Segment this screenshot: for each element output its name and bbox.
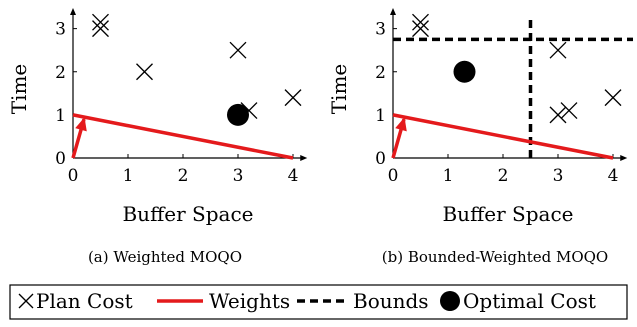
caption-weighted-moqo: (a) Weighted MOQO bbox=[88, 248, 242, 266]
y-axis-label: Time bbox=[327, 64, 351, 115]
weights-vector-arrowhead bbox=[395, 117, 407, 132]
y-tick-label: 1 bbox=[55, 106, 66, 126]
chart-bounded-weighted-moqo: 0 1 2 3 4 0 1 2 3 Buffer Space Time bbox=[327, 8, 633, 226]
plan-cost-point bbox=[604, 89, 622, 107]
weights-line bbox=[72, 113, 294, 160]
optimal-cost-point bbox=[453, 60, 476, 83]
plan-cost-point bbox=[560, 102, 578, 120]
x-tick-label: 2 bbox=[498, 166, 509, 186]
plan-cost-point bbox=[549, 106, 567, 124]
y-tick-label: 3 bbox=[55, 20, 66, 40]
x-axis-label: Buffer Space bbox=[442, 202, 573, 226]
chart-weighted-moqo: 0 1 2 3 4 0 1 2 3 Buffer Space Time bbox=[7, 8, 308, 226]
plan-cost-point bbox=[549, 41, 567, 59]
x-tick-label: 1 bbox=[443, 166, 454, 186]
plan-cost-stroke bbox=[229, 41, 247, 59]
plan-cost-stroke bbox=[136, 63, 153, 81]
x-tick-label: 1 bbox=[123, 166, 134, 186]
legend-optimal-cost-marker bbox=[440, 291, 460, 311]
y-tick-label: 1 bbox=[375, 106, 386, 126]
x-tick-label: 3 bbox=[233, 166, 244, 186]
y-axis-label: Time bbox=[7, 64, 31, 115]
y-tick-label: 2 bbox=[375, 63, 386, 83]
x-tick-label: 4 bbox=[288, 166, 299, 186]
x-tick-label: 4 bbox=[608, 166, 619, 186]
plan-cost-point bbox=[229, 41, 247, 59]
plan-cost-point bbox=[136, 63, 153, 81]
legend-weights-label: Weights bbox=[209, 289, 290, 313]
plan-cost-stroke bbox=[549, 106, 567, 124]
y-axis-arrow bbox=[70, 8, 76, 15]
weights-vector-arrowhead bbox=[75, 117, 87, 132]
optimal-cost-point bbox=[227, 103, 249, 126]
y-axis-arrow bbox=[390, 8, 396, 15]
legend-plan-cost-label: Plan Cost bbox=[36, 289, 133, 313]
caption-bounded-weighted-moqo: (b) Bounded-Weighted MOQO bbox=[382, 248, 608, 266]
plan-cost-stroke bbox=[604, 89, 622, 107]
plan-cost-stroke bbox=[92, 20, 109, 38]
legend-bounds-label: Bounds bbox=[353, 289, 429, 313]
x-axis-arrow bbox=[620, 155, 628, 161]
x-tick-label: 0 bbox=[68, 166, 79, 186]
plan-cost-stroke bbox=[560, 102, 578, 120]
plan-cost-stroke bbox=[284, 89, 302, 107]
y-tick-label: 2 bbox=[55, 63, 66, 83]
weights-line bbox=[392, 113, 614, 160]
y-tick-label: 0 bbox=[55, 149, 66, 169]
y-tick-label: 0 bbox=[375, 149, 386, 169]
legend: Plan Cost Weights Bounds Optimal Cost bbox=[9, 284, 628, 320]
plan-cost-stroke bbox=[549, 41, 567, 59]
legend-optimal-cost-label: Optimal Cost bbox=[463, 289, 596, 313]
plan-cost-point bbox=[412, 13, 429, 31]
x-tick-label: 0 bbox=[388, 166, 399, 186]
y-tick-label: 3 bbox=[375, 20, 386, 40]
plan-cost-point bbox=[92, 20, 109, 38]
plan-cost-stroke bbox=[92, 13, 109, 31]
legend-plan-cost-marker bbox=[18, 293, 34, 309]
plan-cost-stroke bbox=[412, 13, 429, 31]
plan-cost-point bbox=[92, 13, 109, 31]
x-axis-arrow bbox=[300, 155, 308, 161]
plan-cost-stroke bbox=[412, 20, 429, 38]
x-tick-label: 3 bbox=[553, 166, 564, 186]
plan-cost-point bbox=[284, 89, 302, 107]
plan-cost-point bbox=[412, 20, 429, 38]
x-tick-label: 2 bbox=[178, 166, 189, 186]
legend-box bbox=[9, 284, 628, 320]
x-axis-label: Buffer Space bbox=[122, 202, 253, 226]
